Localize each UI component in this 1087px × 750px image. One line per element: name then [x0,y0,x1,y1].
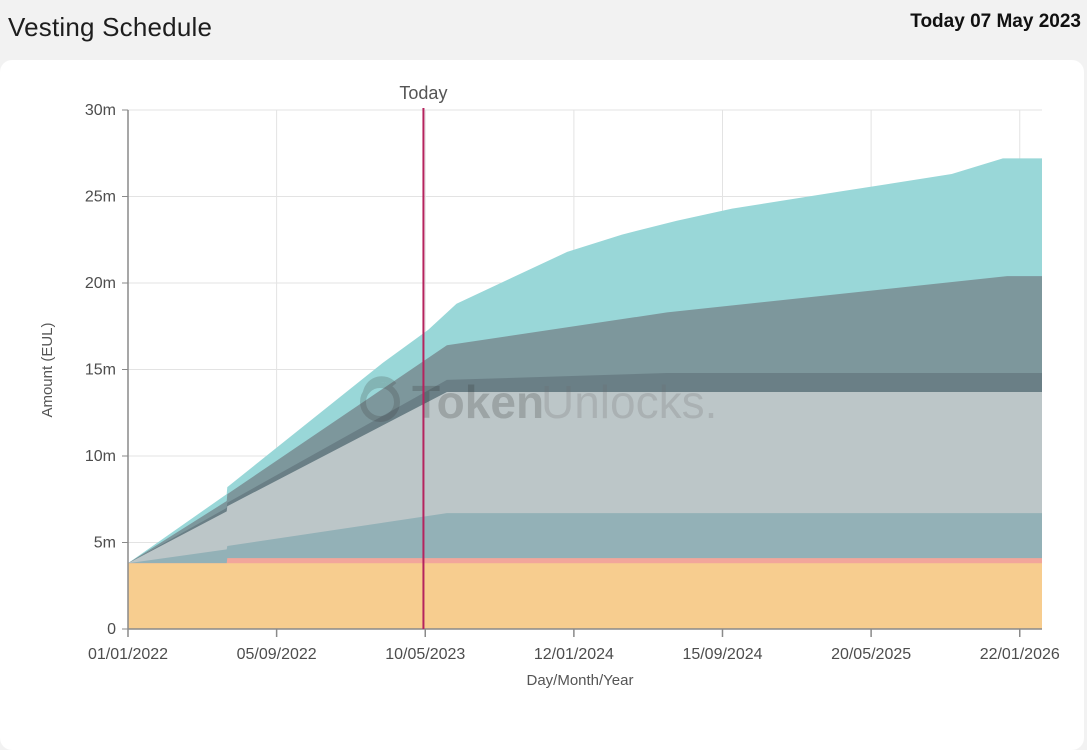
x-axis-title: Day/Month/Year [526,672,633,689]
y-tick-label: 5m [94,535,116,552]
y-axis-title: Amount (EUL) [39,322,56,417]
today-date-label: Today 07 May 2023 [910,11,1081,32]
chart-areas [128,158,1042,629]
x-tick-label: 15/09/2024 [682,646,762,663]
x-tick-labels: 01/01/2022 05/09/2022 10/05/2023 12/01/2024… [88,629,1060,663]
x-tick-label: 22/01/2026 [980,646,1060,663]
y-tick-label: 15m [85,362,116,379]
area-series [128,563,1042,629]
page-title: Vesting Schedule [8,12,213,42]
today-marker-label: Today [399,83,447,103]
x-tick-label: 12/01/2024 [534,646,614,663]
tokenunlocks-logo-icon [360,376,400,422]
y-tick-labels: 0 5m 10m 15m 20m 25m 30m [85,102,128,638]
watermark-text-token: Token [412,376,544,428]
x-tick-label: 20/05/2025 [831,646,911,663]
y-tick-label: 20m [85,275,116,292]
watermark: Token Unlocks. [360,376,717,428]
watermark-text-unlocks: Unlocks. [541,376,717,428]
x-tick-label: 05/09/2022 [237,646,317,663]
x-tick-label: 01/01/2022 [88,646,168,663]
x-tick-label: 10/05/2023 [385,646,465,663]
y-tick-label: 30m [85,102,116,119]
y-tick-label: 0 [107,621,116,638]
y-tick-label: 25m [85,189,116,206]
today-marker: Today [399,83,447,629]
y-tick-label: 10m [85,448,116,465]
